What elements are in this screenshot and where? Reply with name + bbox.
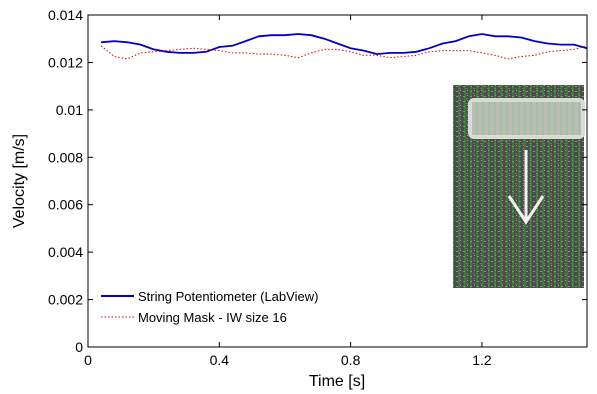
x-tick-label: 0 xyxy=(84,352,92,368)
piv-inset-image xyxy=(453,85,585,288)
y-tick-label: 0 xyxy=(75,339,83,355)
series-layer xyxy=(100,33,588,60)
series-line-potentiometer xyxy=(101,33,588,56)
y-tick-label: 0.006 xyxy=(48,197,83,213)
x-tick-label: 0.8 xyxy=(341,352,361,368)
y-tick-label: 0.002 xyxy=(48,292,83,308)
x-tick-label: 1.2 xyxy=(472,352,492,368)
legend: String Potentiometer (LabView) Moving Ma… xyxy=(96,282,342,332)
y-tick-label: 0.008 xyxy=(48,149,83,165)
y-tick-label: 0.014 xyxy=(48,7,83,23)
y-tick-label: 0.01 xyxy=(56,102,83,118)
axes-frame xyxy=(87,14,588,348)
legend-label-moving-mask: Moving Mask - IW size 16 xyxy=(138,310,287,325)
y-axis: 0 0.002 0.004 0.006 0.008 0.01 0.012 0.014 xyxy=(48,7,587,355)
legend-label-potentiometer: String Potentiometer (LabView) xyxy=(138,289,318,304)
y-tick-label: 0.004 xyxy=(48,244,83,260)
y-tick-label: 0.012 xyxy=(48,54,83,70)
x-axis: 0 0.4 0.8 1.2 xyxy=(84,15,492,368)
x-tick-label: 0.4 xyxy=(210,352,230,368)
y-axis-title: Velocity [m/s] xyxy=(11,134,28,228)
x-axis-title: Time [s] xyxy=(309,373,365,390)
